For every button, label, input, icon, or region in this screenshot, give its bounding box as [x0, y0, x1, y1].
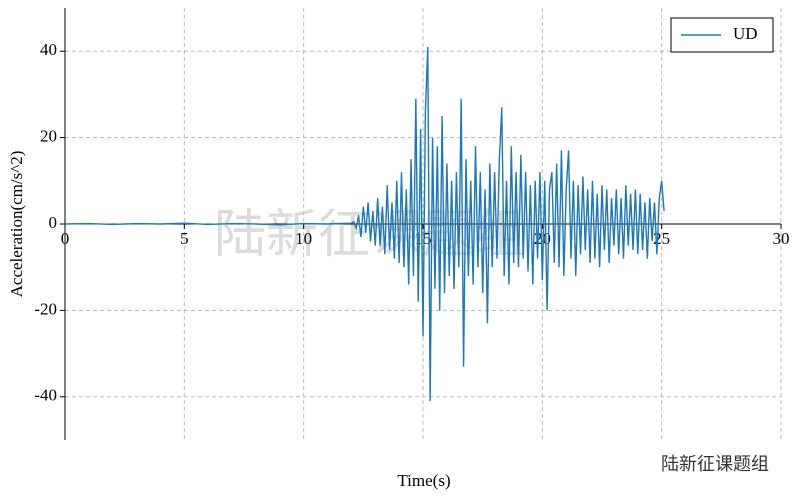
- legend-label: UD: [733, 24, 758, 43]
- y-tick-label: 40: [40, 40, 57, 59]
- data-line: [64, 46, 665, 402]
- y-tick-label: -40: [34, 386, 57, 405]
- credit: 陆新征课题组: [661, 454, 769, 475]
- y-tick-label: 0: [49, 213, 58, 232]
- y-axis-label: Acceleration(cm/s^2): [7, 151, 26, 298]
- x-axis-label: Time(s): [397, 471, 450, 490]
- x-tick-label: 10: [295, 229, 312, 248]
- y-tick-label: 20: [40, 127, 57, 146]
- y-tick-label: -20: [34, 299, 57, 318]
- x-tick-label: 30: [773, 229, 790, 248]
- x-tick-label: 5: [180, 229, 189, 248]
